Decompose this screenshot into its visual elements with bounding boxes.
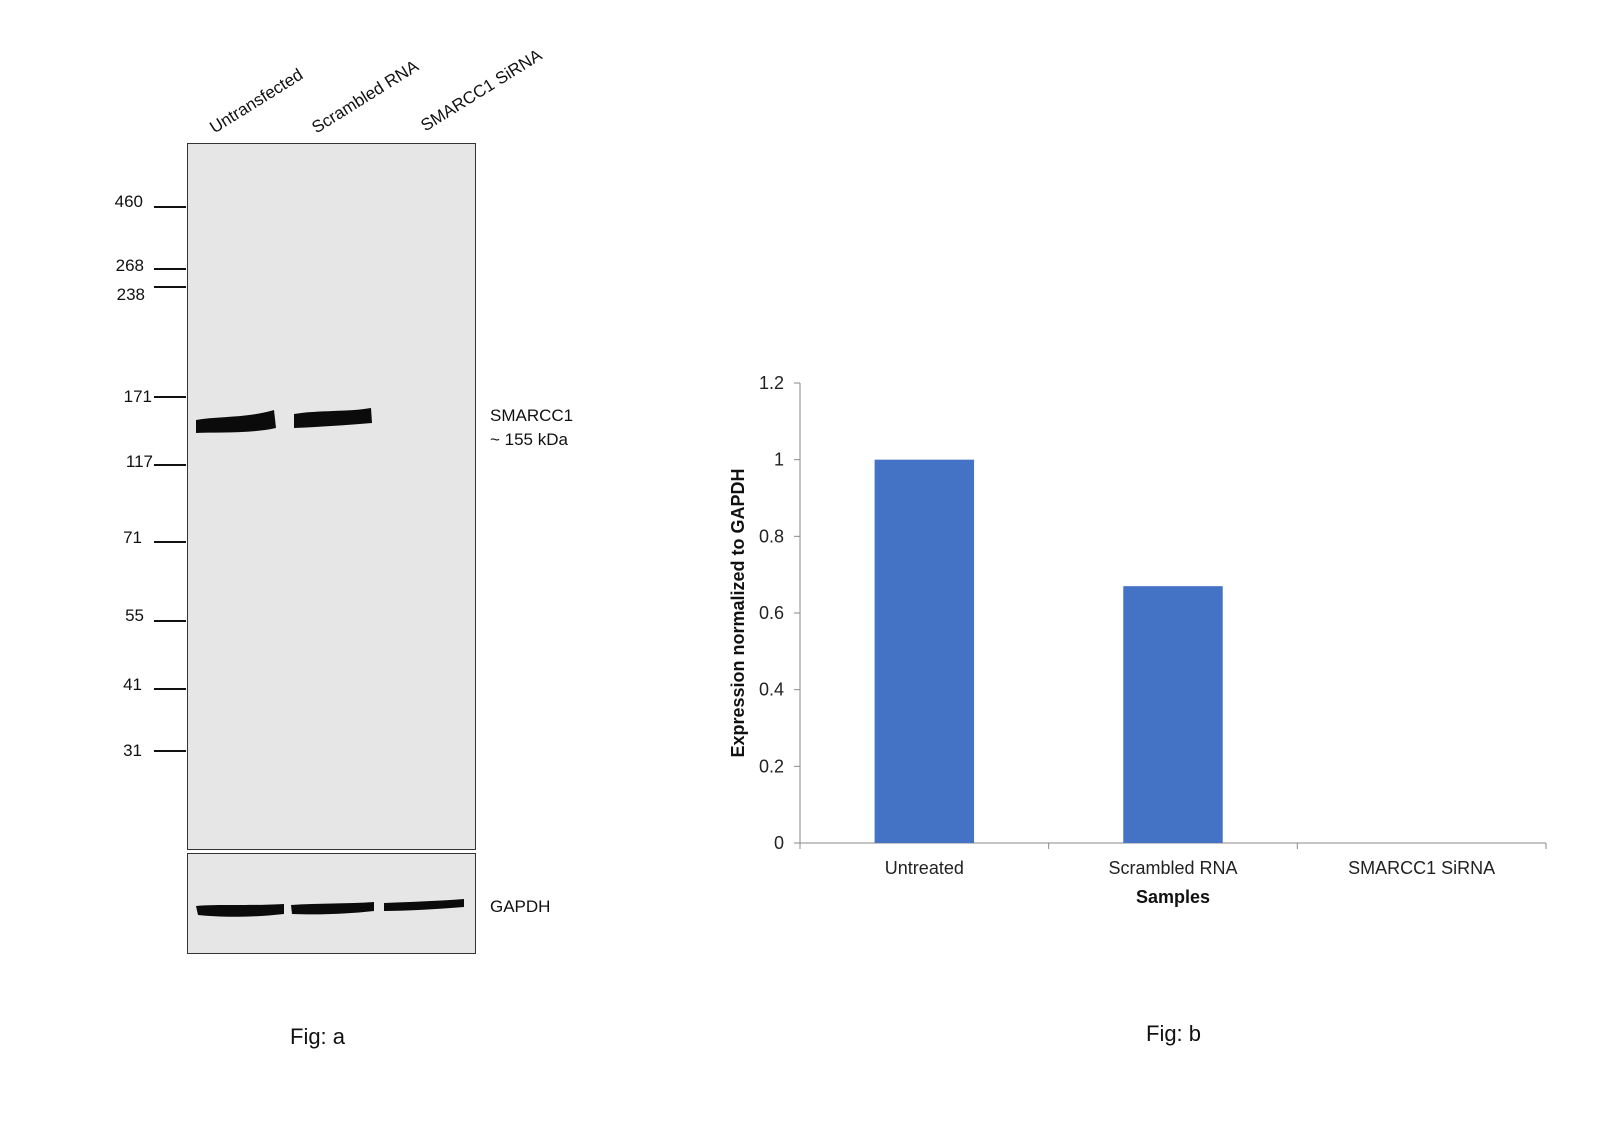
lane-label-scrambled-rna: Scrambled RNA (308, 56, 422, 138)
y-tick-label: 0.6 (759, 603, 784, 623)
x-axis (799, 842, 1547, 849)
figure-a-caption: Fig: a (290, 1024, 346, 1049)
marker-label-238: 238 (116, 285, 145, 304)
y-tick-label: 1 (774, 450, 784, 470)
marker-label-71: 71 (123, 528, 142, 547)
marker-label-117: 117 (125, 452, 153, 471)
marker-label-31: 31 (123, 741, 142, 760)
y-tick-label: 1.2 (759, 373, 784, 393)
marker-tick (154, 541, 186, 543)
marker-tick (154, 206, 186, 208)
marker-label-171: 171 (123, 387, 152, 406)
gapdh-band-3 (384, 899, 464, 911)
marker-label-268: 268 (115, 256, 144, 275)
marker-label-55: 55 (125, 606, 144, 625)
x-axis-title: Samples (1136, 887, 1210, 907)
marker-tick (154, 268, 186, 270)
loading-control-label: GAPDH (490, 897, 551, 916)
marker-tick (154, 286, 186, 288)
y-tick-label: 0.8 (759, 526, 784, 546)
bars (874, 459, 1223, 843)
gapdh-bands (196, 899, 464, 917)
y-tick-label: 0.4 (759, 680, 784, 700)
marker-label-460: 460 (114, 192, 143, 211)
y-tick-label: 0.2 (759, 756, 784, 776)
y-axis: 0 0.2 0.4 0.6 0.8 1 1.2 (759, 373, 801, 853)
bar (1123, 586, 1223, 843)
marker-tick (154, 620, 186, 622)
target-name: SMARCC1 (490, 406, 574, 425)
marker-tick (154, 750, 186, 752)
expression-bar-chart: 0 0.2 0.4 0.6 0.8 1 1.2 Untreated Scrambled RNA… (728, 373, 1547, 907)
x-tick-label: SMARCC1 SiRNA (1348, 858, 1495, 878)
marker-tick (154, 396, 186, 398)
marker-tick (154, 688, 186, 690)
band-scrambled-rna (294, 408, 372, 428)
marker-label-41: 41 (123, 675, 142, 694)
y-axis-title: Expression normalized to GAPDH (728, 468, 748, 757)
target-size: ~ 155 kDa (490, 430, 568, 449)
band-untransfected (196, 410, 276, 433)
x-tick-label: Scrambled RNA (1108, 858, 1237, 878)
x-tick-label: Untreated (885, 858, 964, 878)
gapdh-blot-panel (187, 853, 476, 954)
smarcc1-blot-panel (187, 143, 476, 850)
figure-b-caption: Fig: b (1146, 1021, 1202, 1046)
bar (874, 459, 975, 843)
gapdh-band-1 (196, 904, 284, 917)
smarcc1-bands (196, 408, 372, 433)
marker-tick (154, 464, 186, 466)
lane-label-untransfected: Untransfected (206, 64, 307, 138)
y-tick-label: 0 (774, 833, 784, 853)
lane-label-smarcc1-sirna: SMARCC1 SiRNA (417, 45, 546, 136)
x-tick-labels: Untreated Scrambled RNA SMARCC1 SiRNA (885, 858, 1495, 878)
target-protein-label: SMARCC1 ~ 155 kDa (490, 404, 573, 452)
gapdh-band-2 (291, 902, 374, 915)
